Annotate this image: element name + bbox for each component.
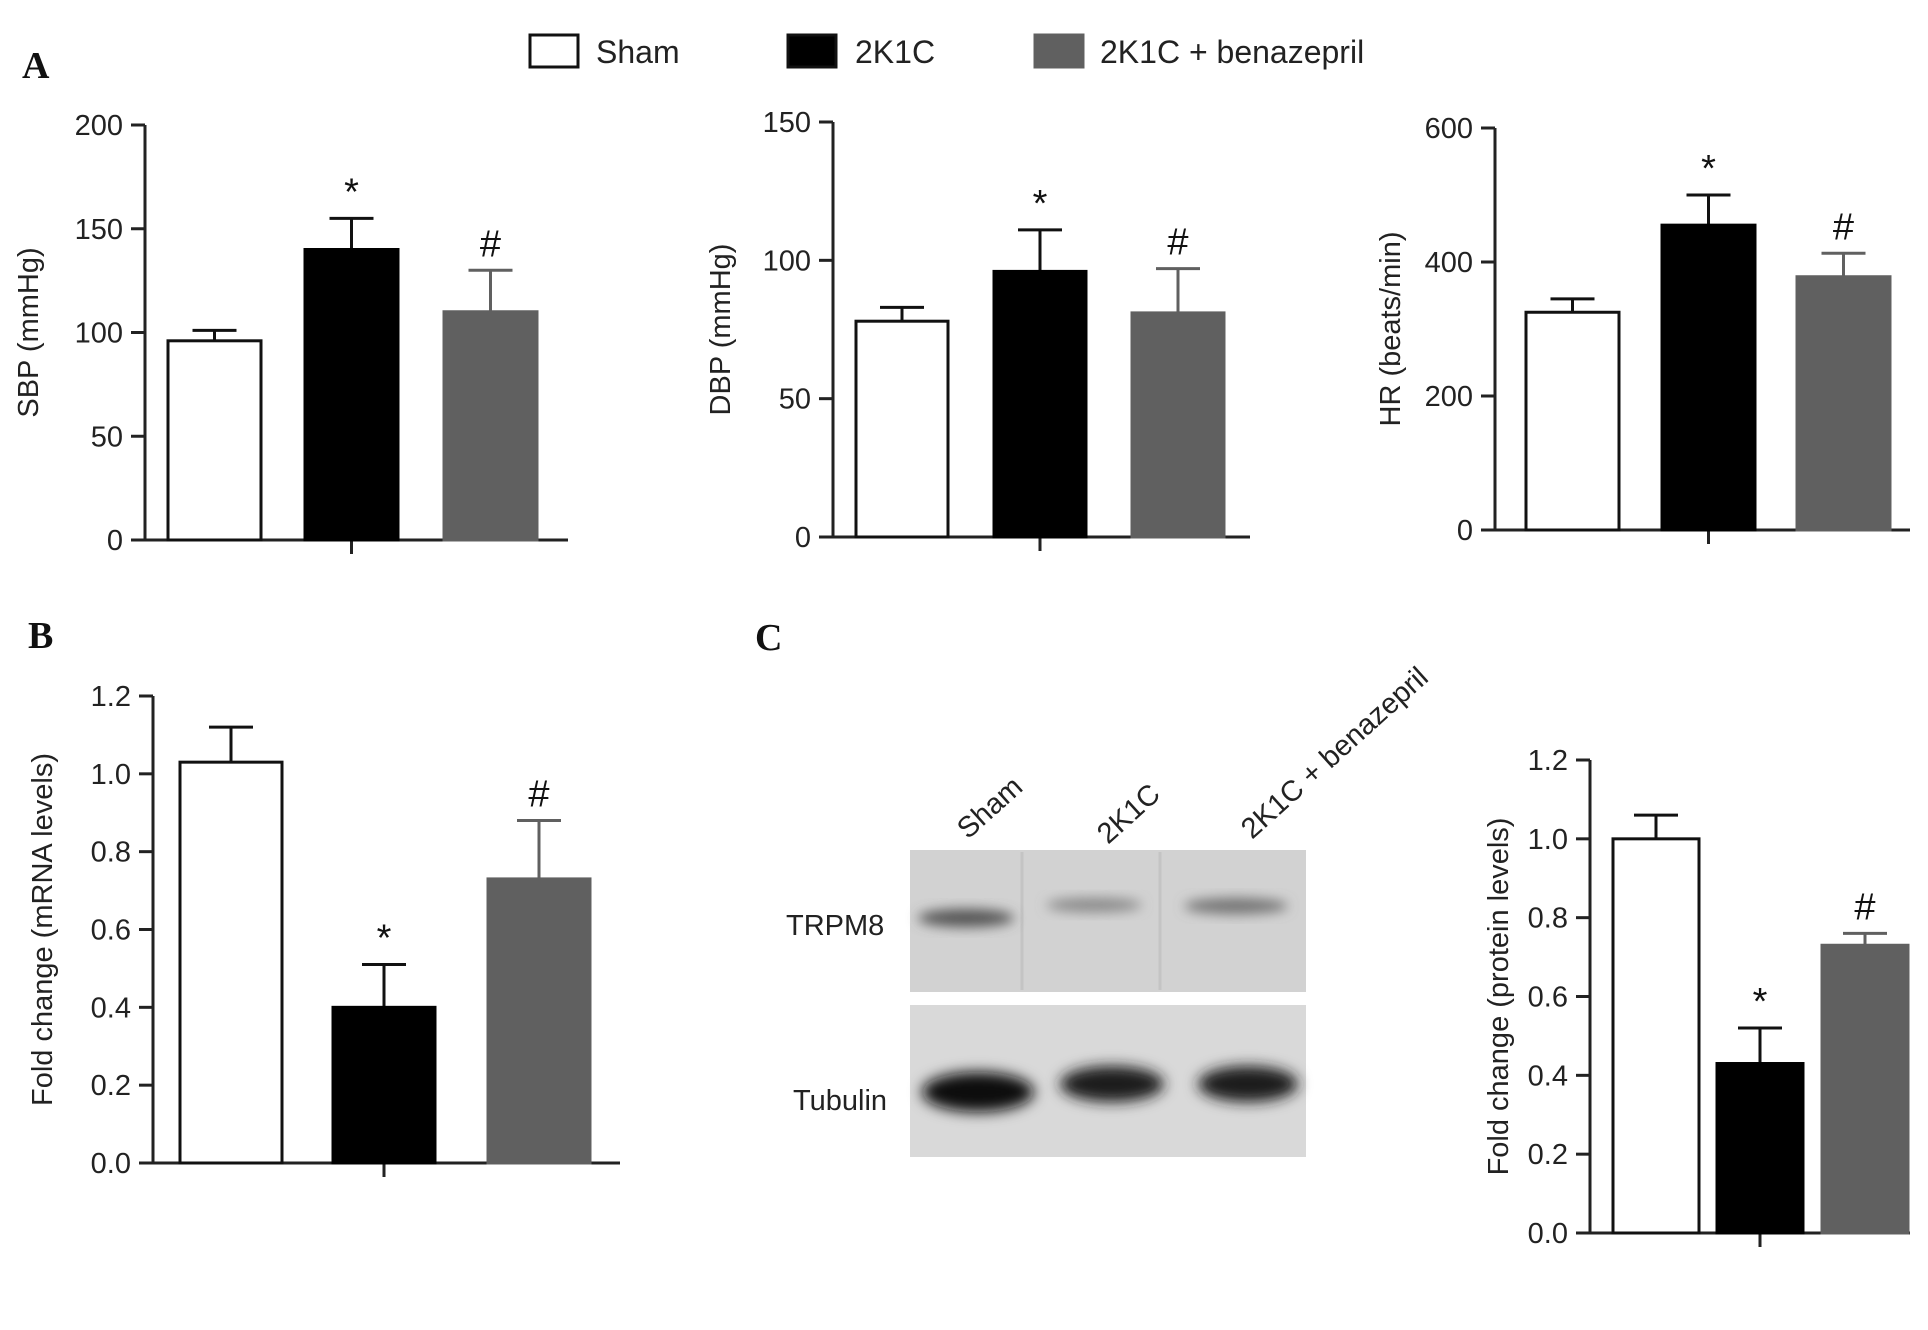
mrna-y-tick-label: 0.2 [91, 1070, 131, 1102]
dbp-significance-benazepril: # [1167, 222, 1188, 264]
protein-y-tick-label: 0.2 [1528, 1139, 1568, 1171]
protein-y-tick-label: 1.2 [1528, 745, 1568, 777]
mrna-bar-sham [178, 760, 284, 1165]
chart-hr: 0 200 400 600 HR (beats/min) * # [1375, 113, 1910, 547]
blot-row-label-trpm8: TRPM8 [786, 910, 884, 942]
blot-band-tubulin-sham [922, 1072, 1034, 1112]
sbp-y-tick-label: 50 [91, 421, 123, 453]
mrna-y-tick-label: 0.6 [91, 915, 131, 947]
sbp-bar-benazepril [442, 310, 539, 542]
protein-y-tick-label: 0.0 [1528, 1218, 1568, 1250]
hr-bar-2k1c [1660, 223, 1757, 532]
hr-significance-benazepril: # [1833, 206, 1854, 248]
protein-significance-2k1c: * [1753, 981, 1768, 1023]
legend-item-sham: Sham [528, 33, 680, 70]
sbp-bar-2k1c [303, 248, 400, 542]
hr-significance-2k1c: * [1701, 148, 1716, 190]
hr-bar-benazepril [1795, 275, 1892, 532]
legend-label-sham: Sham [596, 34, 680, 70]
legend-label-benazepril: 2K1C + benazepril [1100, 34, 1364, 70]
legend-label-2k1c: 2K1C [855, 34, 935, 70]
panel-letter-c: C [755, 617, 782, 659]
panel-letter-b: B [28, 615, 53, 657]
legend-swatch-2k1c [786, 33, 838, 69]
protein-y-axis-label: Fold change (protein levels) [1483, 818, 1515, 1176]
dbp-y-tick-label: 50 [779, 384, 811, 416]
mrna-significance-benazepril: # [528, 774, 549, 816]
dbp-y-tick-label: 150 [763, 107, 811, 139]
chart-mrna: 0.0 0.2 0.4 0.6 0.8 1.0 1.2 Fold change (mRNA l… [27, 681, 620, 1180]
blot-lane-label-2k1c: 2K1C [1091, 778, 1166, 850]
protein-bar-2k1c [1715, 1062, 1805, 1235]
legend-swatch-sham [528, 33, 580, 69]
protein-bar-benazepril [1820, 943, 1910, 1235]
mrna-y-tick-label: 1.2 [91, 681, 131, 713]
legend: Sham 2K1C 2K1C + benazepril [528, 33, 1364, 70]
sbp-significance-2k1c: * [344, 171, 359, 213]
dbp-significance-2k1c: * [1033, 183, 1048, 225]
mrna-y-tick-label: 0.0 [91, 1148, 131, 1180]
sbp-y-tick-label: 150 [75, 214, 123, 246]
hr-bar-sham [1524, 310, 1621, 532]
sbp-y-tick-label: 200 [75, 110, 123, 142]
blot-lane-label-benazepril: 2K1C + benazepril [1235, 661, 1434, 845]
dbp-bar-benazepril [1130, 311, 1226, 539]
hr-y-axis-label: HR (beats/min) [1375, 232, 1407, 427]
hr-y-tick-label: 0 [1457, 515, 1473, 547]
blot-band-tubulin-2k1c [1060, 1066, 1164, 1102]
mrna-bar-benazepril [486, 877, 592, 1165]
protein-significance-benazepril: # [1854, 886, 1875, 928]
blot-strip-tubulin [910, 1005, 1306, 1157]
hr-y-tick-label: 200 [1425, 381, 1473, 413]
panel-letter-a: A [22, 45, 50, 87]
dbp-y-tick-label: 100 [763, 245, 811, 277]
mrna-significance-2k1c: * [377, 918, 392, 960]
protein-y-tick-label: 0.4 [1528, 1060, 1568, 1092]
legend-item-benazepril: 2K1C + benazepril [1033, 33, 1364, 70]
hr-y-tick-label: 600 [1425, 113, 1473, 145]
mrna-y-axis-label: Fold change (mRNA levels) [27, 753, 59, 1106]
dbp-y-axis-label: DBP (mmHg) [705, 244, 737, 416]
mrna-y-tick-label: 0.8 [91, 837, 131, 869]
blot-strip-trpm8 [910, 850, 1306, 992]
protein-y-tick-label: 0.8 [1528, 903, 1568, 935]
protein-y-tick-label: 1.0 [1528, 824, 1568, 856]
blot-row-label-tubulin: Tubulin [793, 1085, 887, 1117]
sbp-y-tick-label: 100 [75, 318, 123, 350]
protein-bar-sham [1611, 837, 1701, 1235]
blot-band-trpm8-sham [918, 909, 1014, 927]
blot-lane-label-sham: Sham [951, 771, 1029, 845]
mrna-y-tick-label: 1.0 [91, 759, 131, 791]
chart-dbp: 0 50 100 150 DBP (mmHg) * # [705, 107, 1250, 554]
blot-band-tubulin-benazepril [1198, 1066, 1298, 1102]
chart-sbp: 0 50 100 150 200 SBP (mmHg) * # [13, 110, 568, 557]
blot-band-trpm8-2k1c [1046, 898, 1142, 912]
western-blot: Sham 2K1C 2K1C + benazepril TRPM8 Tubuli… [786, 661, 1435, 1157]
mrna-bar-2k1c [331, 1005, 437, 1165]
legend-swatch-benazepril [1033, 33, 1085, 69]
blot-band-trpm8-benazepril [1184, 898, 1288, 914]
hr-y-tick-label: 400 [1425, 247, 1473, 279]
mrna-y-tick-label: 0.4 [91, 992, 131, 1024]
chart-protein: 0.0 0.2 0.4 0.6 0.8 1.0 1.2 Fold change (protei… [1483, 745, 1910, 1250]
protein-y-tick-label: 0.6 [1528, 982, 1568, 1014]
sbp-y-tick-label: 0 [107, 525, 123, 557]
sbp-significance-benazepril: # [480, 223, 501, 265]
sbp-bar-sham [166, 339, 263, 542]
dbp-y-tick-label: 0 [795, 522, 811, 554]
legend-item-2k1c: 2K1C [786, 33, 935, 70]
sbp-y-axis-label: SBP (mmHg) [13, 247, 45, 417]
dbp-bar-sham [854, 319, 950, 539]
dbp-bar-2k1c [992, 269, 1088, 539]
